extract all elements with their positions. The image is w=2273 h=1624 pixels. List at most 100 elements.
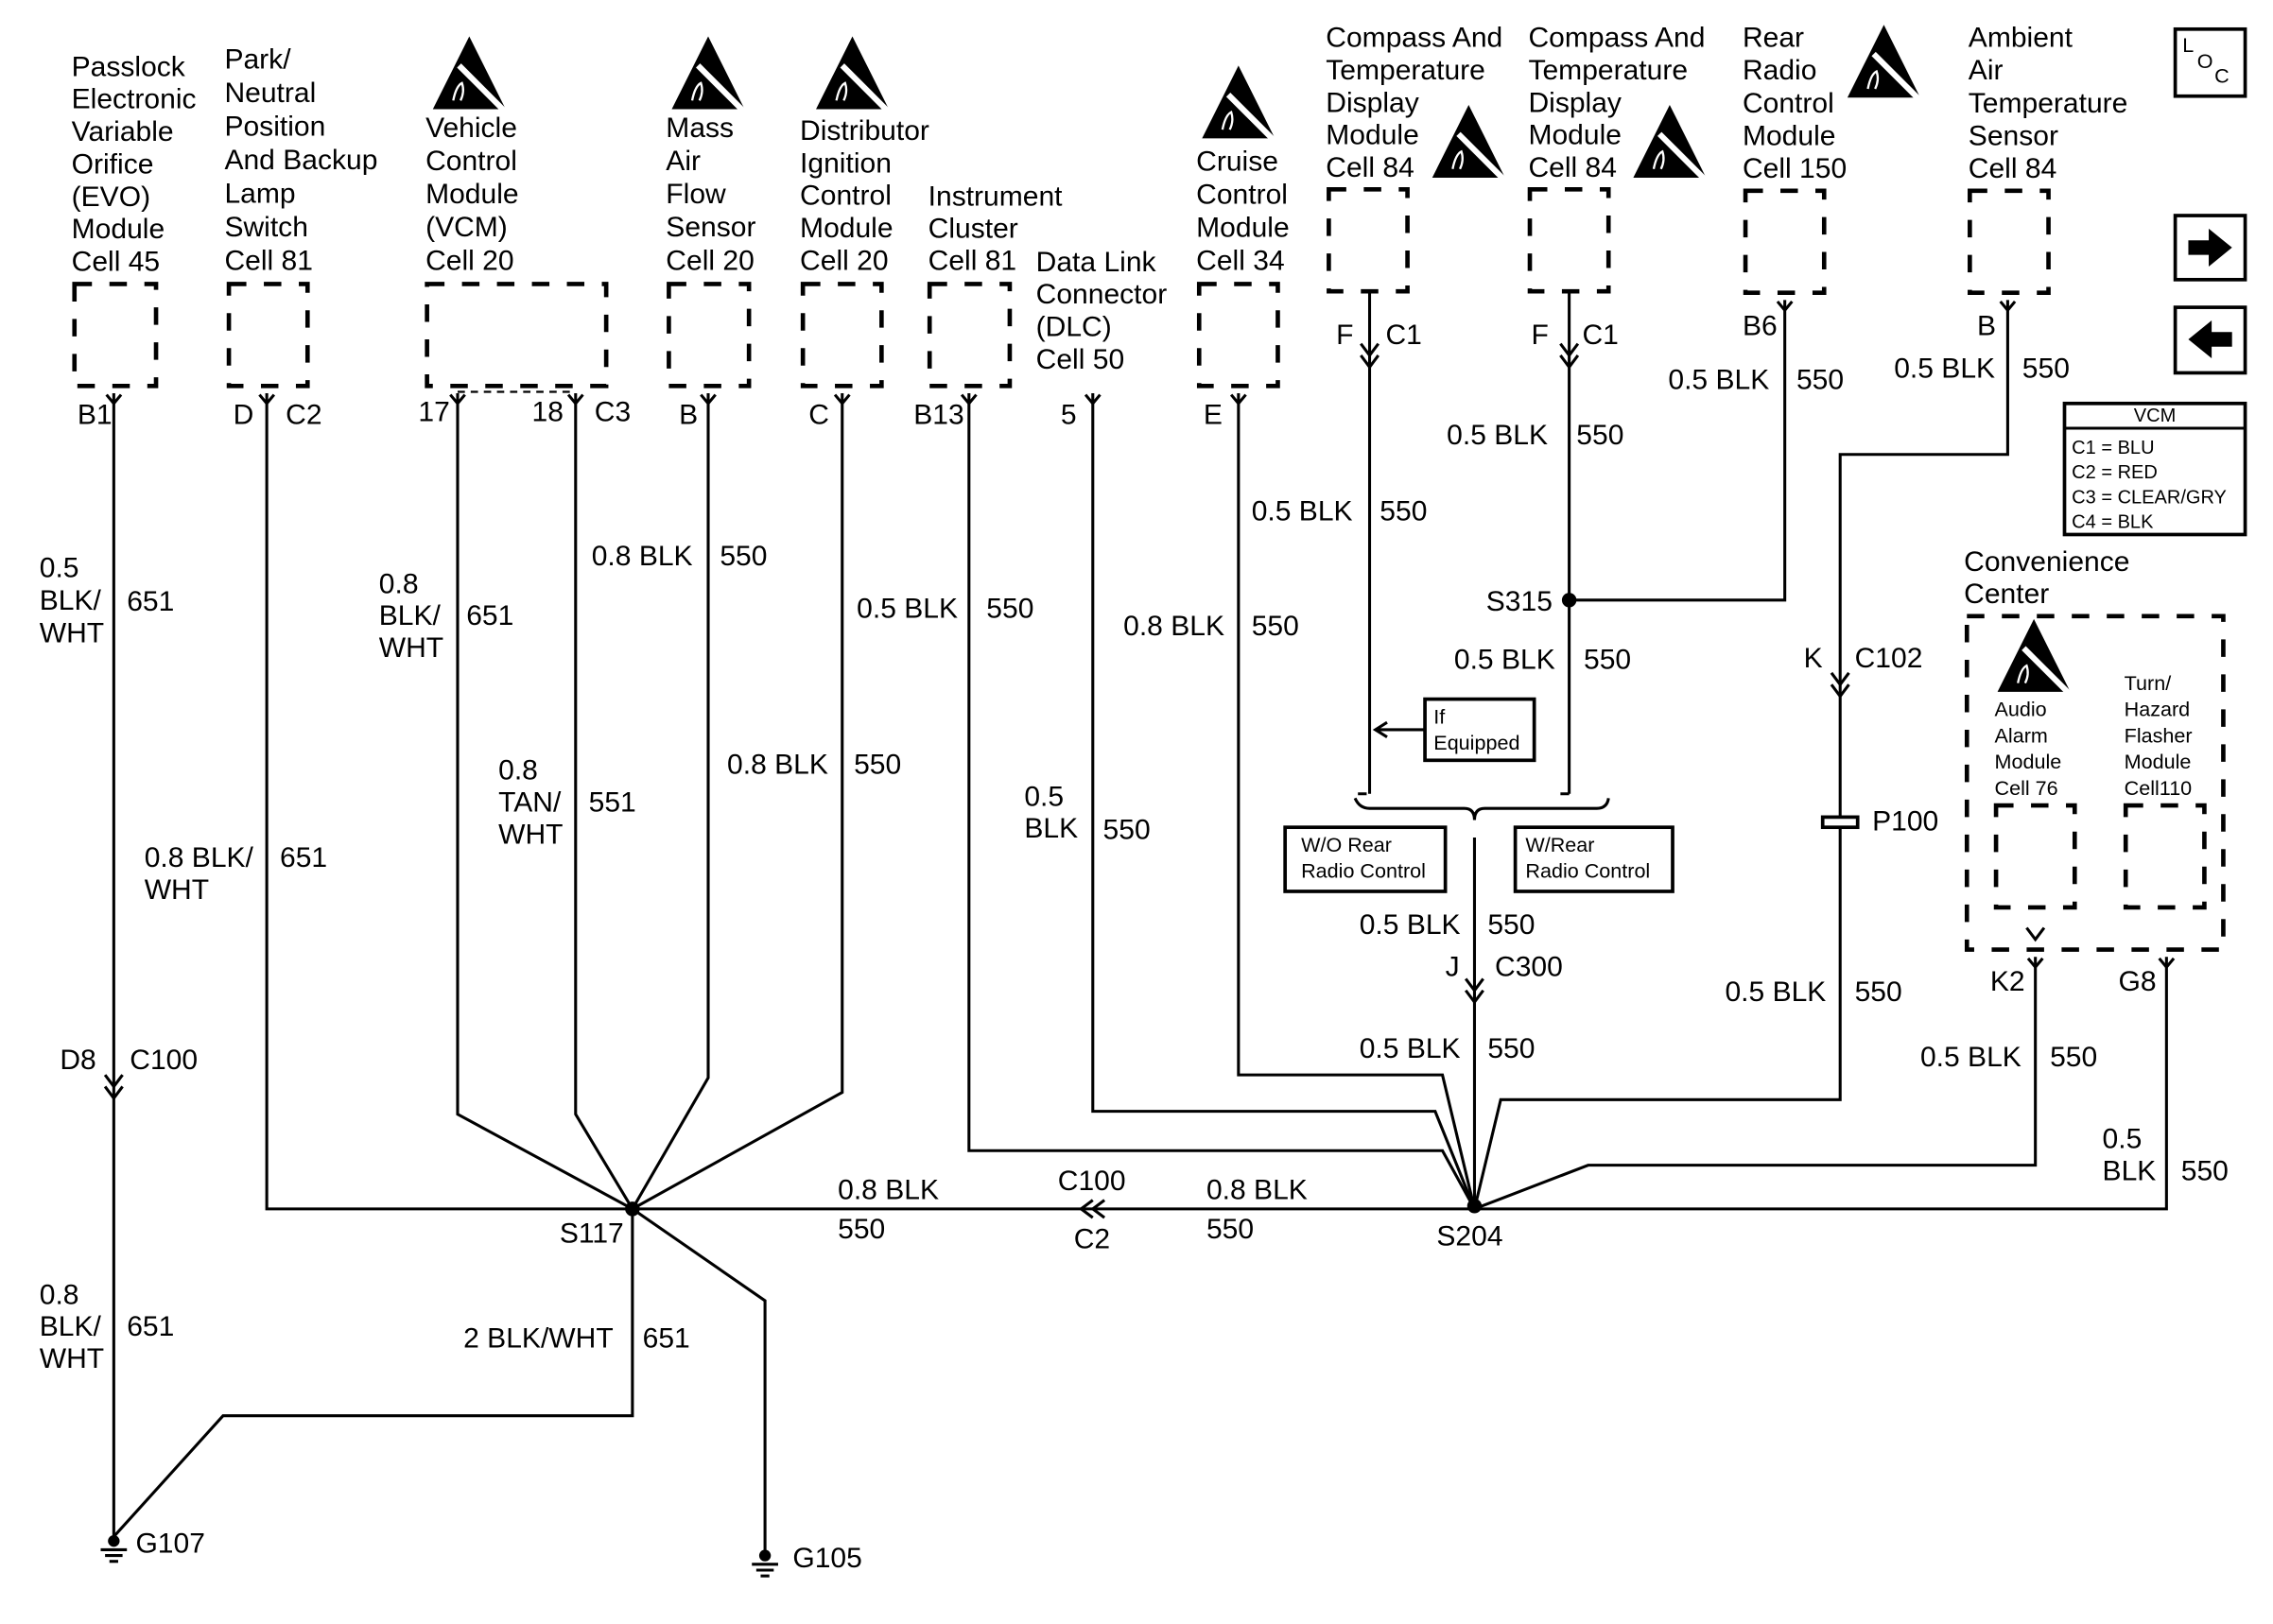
component-label: Control [800, 181, 892, 212]
without-rear-radio-box [1283, 825, 1448, 893]
connector-label: J [1446, 952, 1460, 983]
circuit-number-label: 651 [280, 842, 327, 873]
ground-icon [98, 1533, 129, 1564]
wire-color-label: WHT [379, 632, 443, 664]
circuit-number-label: 550 [1855, 976, 1902, 1008]
component-label: Distributor [800, 115, 929, 147]
connector-label: B6 [1743, 311, 1778, 342]
next-arrow-icon [2188, 228, 2232, 267]
connector-label: C300 [1495, 952, 1563, 983]
without-rear-radio-label: W/O Rear [1301, 833, 1392, 856]
circuit-number-label: 651 [643, 1322, 690, 1354]
component-label: Flow [666, 179, 726, 210]
component-label: Turn/ [2125, 671, 2172, 695]
previous-arrow-button[interactable] [2173, 305, 2247, 375]
component-label: Instrument [928, 181, 1064, 212]
connector-label: K2 [1990, 966, 2025, 997]
circuit-number-label: 550 [1796, 365, 1844, 396]
wire-color-label: 0.8 BLK [727, 749, 828, 780]
component-label: Air [1969, 55, 2004, 86]
loc-letter: L [2182, 33, 2194, 57]
connector-label: S117 [560, 1218, 624, 1250]
circuit-number-label: 550 [854, 749, 901, 780]
connector-label: P100 [1872, 805, 1938, 837]
circuit-number-label: 550 [1487, 909, 1535, 941]
flasher-module-box [2123, 803, 2207, 910]
connector-label: C2 [1074, 1224, 1110, 1255]
component-label: Display [1326, 87, 1418, 118]
component-label: Ignition [800, 147, 892, 179]
loc-button[interactable] [2173, 26, 2247, 98]
wire-color-label: 0.5 BLK [1360, 1033, 1461, 1064]
vcm-legend [2062, 401, 2247, 537]
wire-color-label: 2 BLK/WHT [463, 1322, 614, 1354]
connector-label: E [1204, 400, 1223, 431]
component-label: Module [72, 214, 165, 245]
with-rear-radio-label: Radio Control [1525, 859, 1650, 883]
vcm-legend-entry: C1 = BLU [2072, 438, 2154, 458]
esd-sensitive-icon [671, 37, 744, 112]
component-label: Data Link [1036, 247, 1157, 278]
component-label: Ambient [1969, 23, 2073, 54]
wire-color-label: 0.5 BLK [1447, 420, 1548, 451]
cruise-module-box [1196, 282, 1280, 389]
compass-module-1-box [1327, 186, 1410, 294]
wire-color-label: 0.8 BLK [1206, 1174, 1308, 1205]
component-label: Lamp [224, 178, 295, 209]
evo-module-box [72, 282, 159, 389]
circuit-number-label: 550 [2050, 1042, 2097, 1073]
wire-color-label: TAN/ [498, 786, 562, 818]
component-label: Module [1196, 212, 1290, 243]
connector-label: D [234, 400, 254, 431]
wire-color-label: 0.8 [498, 755, 538, 786]
vcm-legend-entry: C2 = RED [2072, 462, 2158, 483]
component-label: Module [800, 213, 894, 244]
component-label: (VCM) [425, 212, 508, 243]
circuit-number-label: 550 [838, 1214, 885, 1245]
circuit-number-label: 651 [127, 1311, 174, 1342]
vcm-legend-entry: C4 = BLK [2072, 511, 2154, 532]
connector-label: C100 [130, 1045, 198, 1076]
component-label: Compass And [1326, 23, 1502, 54]
circuit-number-label: 550 [720, 541, 767, 572]
component-label: Control [425, 146, 517, 177]
component-label: Cell 50 [1036, 344, 1124, 375]
component-label: Park/ [224, 44, 291, 76]
wire-color-label: 0.5 BLK [1668, 365, 1769, 396]
with-rear-radio-box [1513, 825, 1674, 893]
component-label: (DLC) [1036, 312, 1112, 343]
wire-color-label: BLK/ [379, 600, 442, 631]
component-label: Cell 150 [1743, 153, 1847, 184]
connector-label: K [1804, 643, 1823, 674]
wire-color-label: WHT [40, 618, 104, 649]
compass-module-2-box [1527, 186, 1611, 294]
wire-color-label: 0.5 BLK [1894, 353, 1995, 384]
connector-label: G105 [792, 1543, 861, 1574]
wire-color-label: 0.8 BLK [838, 1174, 939, 1205]
component-label: Cell 76 [1995, 776, 2058, 800]
wire-color-label: 0.8 [40, 1279, 79, 1310]
circuit-number-label: 550 [1584, 644, 1631, 675]
connector-label: C100 [1058, 1166, 1126, 1197]
connector-label: C3 [595, 397, 631, 428]
wire-color-label: WHT [498, 819, 563, 850]
wire-color-label: 0.5 [40, 552, 79, 583]
circuit-number-label: 550 [1103, 815, 1151, 846]
component-label: Electronic [72, 84, 197, 115]
wire-color-label: 0.8 BLK [1123, 611, 1224, 642]
component-label: Convenience [1964, 546, 2129, 578]
component-label: Cell 20 [800, 245, 888, 276]
connector-label: B [679, 400, 698, 431]
next-arrow-button[interactable] [2173, 214, 2247, 282]
circuit-number-label: 550 [1379, 495, 1427, 527]
esd-sensitive-icon [1202, 65, 1275, 141]
previous-arrow-icon [2188, 320, 2232, 359]
component-label: Control [1196, 179, 1288, 210]
circuit-number-label: 651 [127, 586, 174, 617]
component-label: Hazard [2125, 698, 2191, 721]
connector-label: C1 [1385, 320, 1421, 351]
component-label: Center [1964, 579, 2049, 610]
circuit-number-label: 550 [1576, 420, 1623, 451]
component-label: Cell 81 [928, 245, 1016, 276]
